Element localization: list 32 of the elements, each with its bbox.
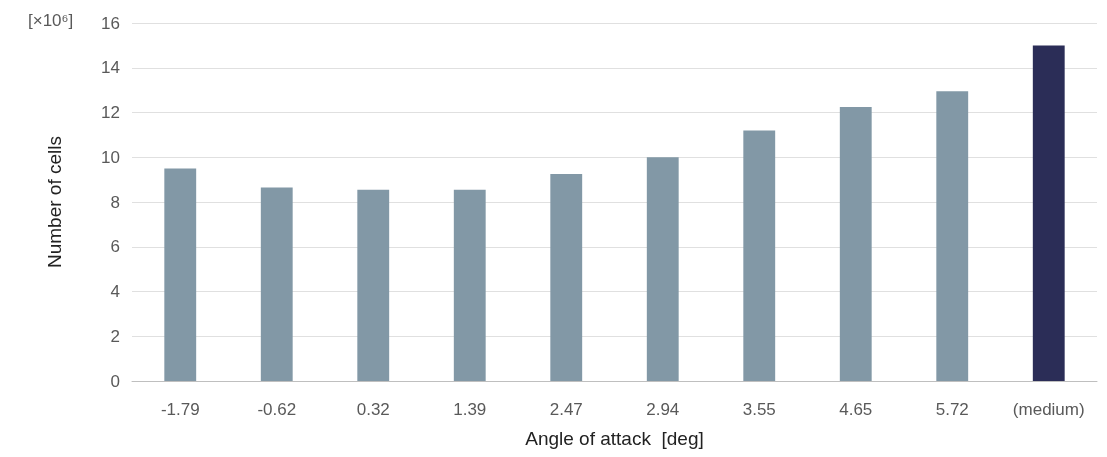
bar <box>743 130 776 381</box>
y-tick-label: 8 <box>110 192 120 212</box>
y-tick-label: 6 <box>110 237 120 257</box>
x-tick-label: -0.62 <box>257 400 297 419</box>
x-tick-label: 0.32 <box>356 400 390 419</box>
x-tick-label: (medium) <box>1012 400 1085 419</box>
y-tick-label: 0 <box>110 371 120 391</box>
bar <box>839 106 872 381</box>
x-tick-label: 4.65 <box>839 400 873 419</box>
y-axis-title: Number of cells <box>44 136 65 268</box>
bar <box>260 187 293 381</box>
x-tick-label: 3.55 <box>742 400 776 419</box>
x-tick-label: 5.72 <box>935 400 969 419</box>
y-tick-label: 10 <box>101 147 120 167</box>
y-tick-label: 4 <box>110 282 120 301</box>
x-tick-label: -1.79 <box>160 400 200 419</box>
x-tick-label: 2.47 <box>549 400 583 419</box>
y-tick-label: 2 <box>110 326 120 346</box>
bar <box>1032 45 1065 381</box>
bar <box>550 174 583 381</box>
x-axis-title: Angle of attack [deg] <box>525 428 704 449</box>
x-tick-label: 1.39 <box>453 400 487 419</box>
bar <box>164 168 197 381</box>
y-tick-label: 12 <box>101 103 120 122</box>
text: [×10⁶] <box>28 11 74 30</box>
bar <box>453 189 486 381</box>
x-tick-label: 2.94 <box>646 400 680 419</box>
bar <box>936 91 969 381</box>
y-tick-label: 16 <box>101 13 120 33</box>
bar <box>357 189 390 381</box>
bar <box>646 157 679 381</box>
y-tick-label: 14 <box>101 58 120 78</box>
